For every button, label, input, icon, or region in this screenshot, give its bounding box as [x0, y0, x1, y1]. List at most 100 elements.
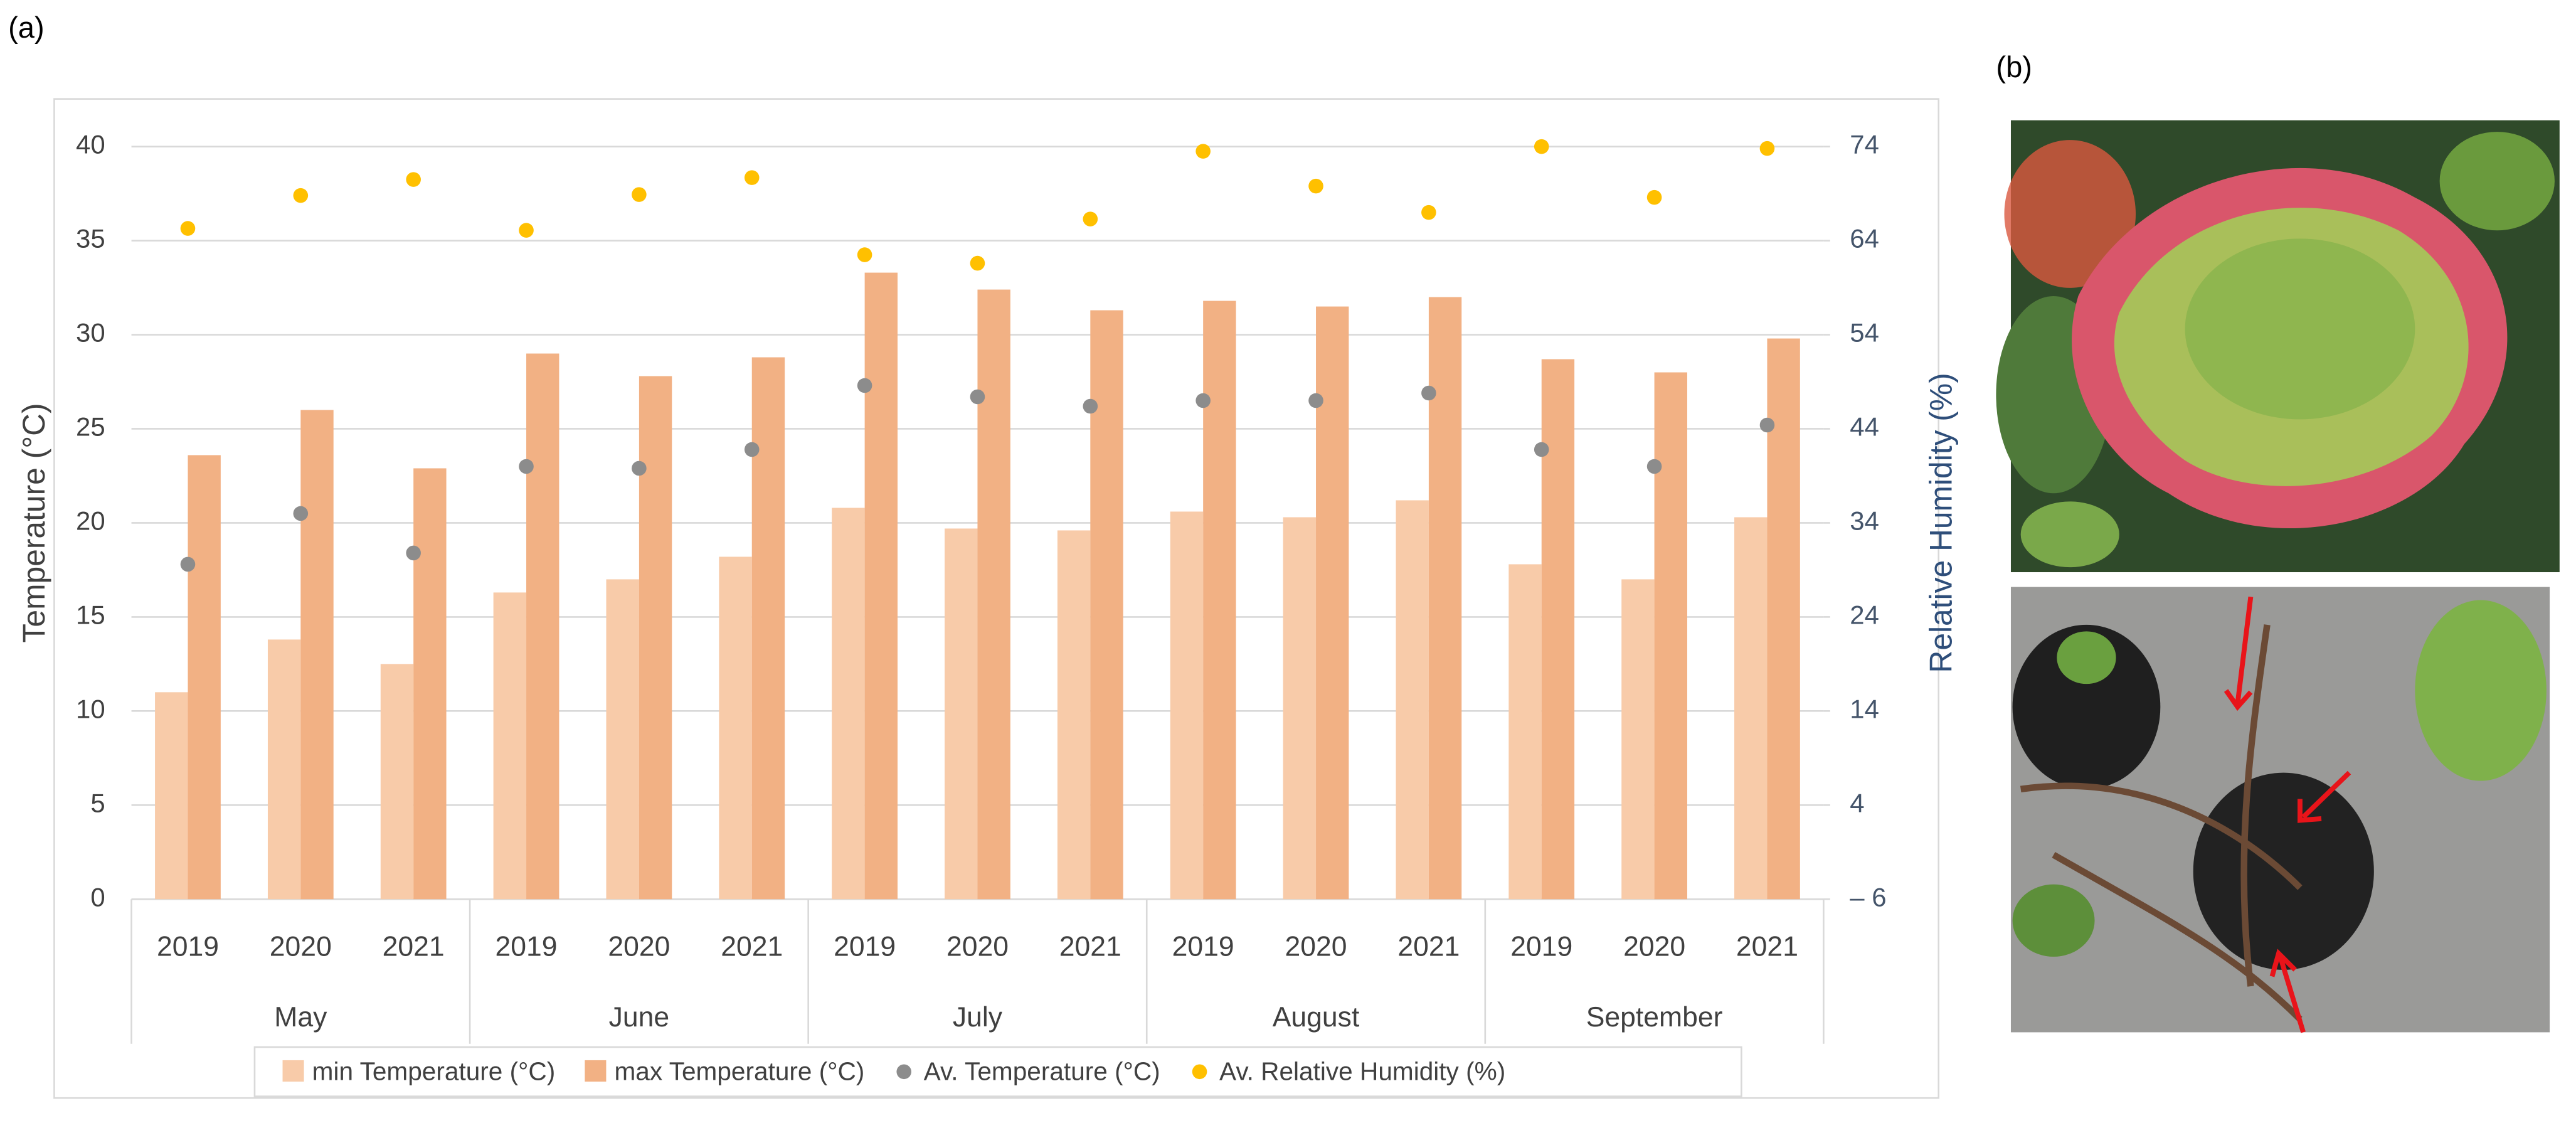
group-label: August: [1273, 1002, 1360, 1033]
bar: [945, 528, 978, 900]
chart-border: [53, 98, 1940, 1099]
point: [1646, 189, 1662, 205]
x-tick-label: 2021: [721, 932, 783, 962]
point: [1759, 141, 1775, 156]
x-tick-label: 2019: [1172, 932, 1234, 962]
point: [1759, 417, 1775, 433]
bar: [188, 455, 221, 900]
point: [180, 221, 196, 236]
x-tick-label: 2021: [1736, 932, 1798, 962]
legend-swatch: [282, 1060, 304, 1082]
point: [632, 460, 647, 476]
bar: [1508, 564, 1542, 900]
bar: [864, 272, 898, 900]
photo-leaf: [1996, 120, 2560, 573]
y2-tick-label: 74: [1850, 130, 1879, 159]
x-tick-label: 2021: [1059, 932, 1121, 962]
group-label: June: [609, 1002, 670, 1033]
y2-tick-label: 54: [1850, 318, 1879, 348]
y-tick-label: 20: [76, 506, 105, 536]
x-tick-label: 2020: [270, 932, 332, 962]
x-tick-label: 2019: [1510, 932, 1572, 962]
bar: [1057, 530, 1091, 900]
y2-tick-label: 34: [1850, 506, 1879, 536]
bar: [751, 357, 785, 900]
point: [970, 255, 985, 271]
y2-tick-label: – 6: [1850, 882, 1886, 912]
x-tick-label: 2021: [383, 932, 445, 962]
bar: [1283, 517, 1317, 900]
x-tick-label: 2020: [1623, 932, 1685, 962]
x-tick-label: 2019: [834, 932, 896, 962]
group-label: July: [953, 1002, 1003, 1033]
point: [1421, 205, 1436, 220]
point: [744, 170, 760, 185]
y-tick-label: 5: [90, 788, 105, 817]
point: [1534, 442, 1549, 457]
point: [1195, 393, 1211, 408]
y-tick-label: 15: [76, 600, 105, 629]
bar: [1767, 338, 1800, 900]
point: [744, 442, 760, 457]
y-tick-label: 35: [76, 224, 105, 253]
legend-swatch: [896, 1064, 911, 1080]
legend-swatch: [585, 1060, 607, 1082]
point: [293, 506, 309, 521]
group-label: May: [274, 1002, 327, 1033]
y2-tick-label: 44: [1850, 412, 1879, 442]
legend-box: [253, 1046, 1742, 1097]
x-tick-label: 2020: [608, 932, 670, 962]
point: [632, 187, 647, 202]
bar: [1541, 359, 1575, 900]
point: [1308, 393, 1323, 408]
point: [1646, 459, 1662, 474]
y-tick-label: 0: [90, 882, 105, 912]
y2-tick-label: 24: [1850, 600, 1879, 629]
x-tick-label: 2019: [496, 932, 558, 962]
x-tick-label: 2021: [1397, 932, 1460, 962]
point: [970, 389, 985, 405]
point: [406, 545, 421, 561]
bar: [1396, 500, 1429, 900]
bar: [1654, 372, 1687, 900]
y-tick-label: 30: [76, 318, 105, 348]
y2-tick-label: 4: [1850, 788, 1864, 817]
bar: [1428, 297, 1462, 900]
legend-label: min Temperature (°C): [312, 1057, 556, 1086]
y2-tick-label: 64: [1850, 224, 1879, 253]
point: [180, 556, 196, 572]
point: [1308, 178, 1323, 194]
point: [519, 459, 534, 474]
legend-label: Av. Temperature (°C): [924, 1057, 1160, 1086]
legend-swatch: [1192, 1064, 1207, 1080]
bar: [1621, 579, 1655, 900]
bar: [413, 468, 447, 900]
legend-label: Av. Relative Humidity (%): [1219, 1057, 1505, 1086]
point: [293, 188, 309, 203]
bar: [493, 592, 527, 900]
bar: [1170, 511, 1204, 900]
bar: [380, 664, 414, 900]
y2-tick-label: 14: [1850, 694, 1879, 723]
photo-vine: [2010, 587, 2550, 1033]
bar: [606, 579, 639, 900]
point: [1195, 144, 1211, 159]
x-tick-label: 2019: [157, 932, 219, 962]
bar: [1203, 301, 1236, 900]
y-tick-label: 40: [76, 130, 105, 159]
group-label: September: [1586, 1002, 1723, 1033]
bar: [639, 376, 672, 900]
point: [857, 247, 872, 262]
bar: [832, 508, 865, 900]
y-axis-title: Temperature (°C): [16, 403, 51, 642]
point: [406, 172, 421, 187]
bar: [267, 639, 301, 900]
x-tick-label: 2020: [1285, 932, 1347, 962]
y-tick-label: 25: [76, 412, 105, 442]
y2-axis-title: Relative Humidity (%): [1924, 373, 1959, 673]
point: [857, 378, 872, 393]
bar: [1734, 517, 1768, 900]
bar: [155, 692, 188, 900]
